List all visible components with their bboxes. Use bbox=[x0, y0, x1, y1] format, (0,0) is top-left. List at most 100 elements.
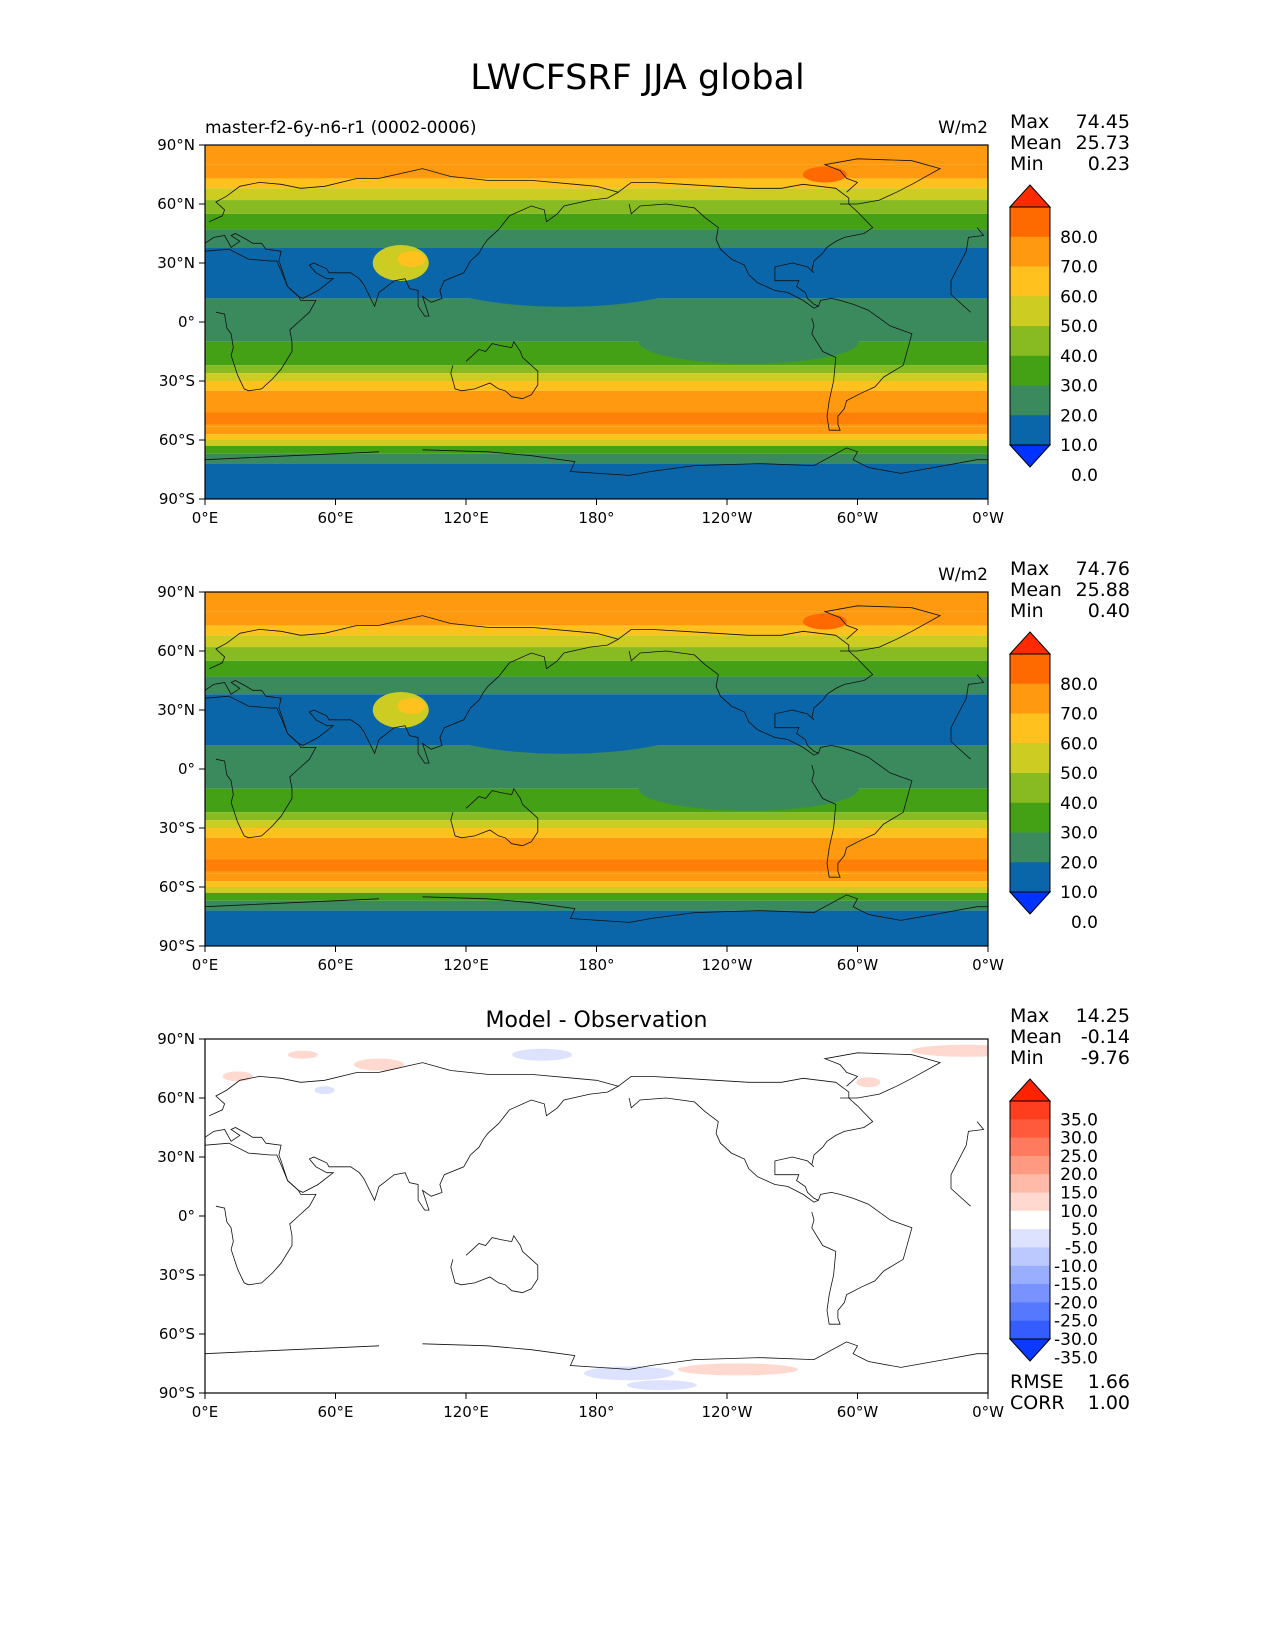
coastline bbox=[450, 1234, 539, 1294]
stat-label: Max bbox=[1010, 111, 1050, 133]
lon-tick-label: 0°E bbox=[192, 956, 219, 974]
colorbar-label: 10.0 bbox=[1060, 436, 1098, 456]
colorbar-label: -25.0 bbox=[1054, 1312, 1098, 1332]
coastline bbox=[823, 1052, 942, 1099]
colorbar-label: 30.0 bbox=[1060, 377, 1098, 397]
colorbar-segment bbox=[1010, 1284, 1050, 1303]
colorbar-label: 30.0 bbox=[1060, 1129, 1098, 1149]
coastline bbox=[205, 248, 317, 392]
stat-min: Min -9.76 bbox=[1010, 1047, 1130, 1069]
coastline bbox=[422, 1341, 988, 1393]
colorbar-segment bbox=[1010, 1229, 1050, 1248]
lon-tick-label: 0°E bbox=[192, 1403, 219, 1421]
coastline bbox=[205, 898, 380, 946]
colorbar-segment bbox=[1010, 654, 1050, 685]
colorbar-segment bbox=[1010, 862, 1050, 893]
stat-label: CORR bbox=[1010, 1392, 1065, 1414]
coastline bbox=[450, 787, 539, 847]
colorbar-label: 40.0 bbox=[1060, 794, 1098, 814]
lat-tick-label: 90°S bbox=[159, 1384, 195, 1402]
lat-tick-label: 90°N bbox=[157, 583, 195, 601]
colorbar-segment bbox=[1010, 1192, 1050, 1212]
lat-tick-label: 30°S bbox=[159, 372, 195, 390]
lon-tick-label: 120°W bbox=[702, 956, 753, 974]
colorbar-segment bbox=[1010, 207, 1050, 238]
stat-value: 1.66 bbox=[1087, 1371, 1130, 1393]
stat-value: 74.45 bbox=[1075, 111, 1130, 133]
stat-mean: Mean 25.73 bbox=[1010, 132, 1130, 154]
footer-stat-corr: CORR 1.00 bbox=[1010, 1392, 1130, 1414]
coastline bbox=[811, 297, 913, 431]
colorbar-label: 50.0 bbox=[1060, 764, 1098, 784]
lat-tick-label: 30°N bbox=[157, 1148, 195, 1166]
coastline bbox=[450, 340, 539, 400]
colorbar-segment bbox=[1010, 1302, 1050, 1322]
colorbar-label: 60.0 bbox=[1060, 287, 1098, 307]
colorbar-label: 70.0 bbox=[1060, 258, 1098, 278]
coastline bbox=[823, 605, 942, 652]
colorbar-extend-min bbox=[1008, 1338, 1052, 1362]
panel-units: W/m2 bbox=[938, 565, 988, 585]
colorbar-segment bbox=[1010, 266, 1050, 297]
coastline bbox=[422, 894, 988, 946]
colorbar-segment bbox=[1010, 1137, 1050, 1157]
colorbar-label: 60.0 bbox=[1060, 734, 1098, 754]
colorbar-label: -20.0 bbox=[1054, 1293, 1098, 1313]
lon-tick-label: 60°E bbox=[317, 956, 353, 974]
colorbar-segment bbox=[1010, 296, 1050, 327]
colorbar-segment bbox=[1010, 1155, 1050, 1175]
lon-tick-label: 0°W bbox=[972, 1403, 1004, 1421]
lon-tick-label: 60°E bbox=[317, 1403, 353, 1421]
stat-mean: Mean 25.88 bbox=[1010, 579, 1130, 601]
lat-tick-label: 30°S bbox=[159, 1266, 195, 1284]
coastline bbox=[811, 744, 913, 878]
panel-center-title: Model - Observation bbox=[486, 1008, 708, 1033]
colorbar-label: 25.0 bbox=[1060, 1147, 1098, 1167]
stat-value: 14.25 bbox=[1075, 1005, 1130, 1027]
stat-mean: Mean -0.14 bbox=[1010, 1026, 1130, 1048]
colorbar-label: 40.0 bbox=[1060, 347, 1098, 367]
coastline bbox=[205, 615, 620, 764]
stat-label: Mean bbox=[1010, 132, 1062, 154]
colorbar-segment bbox=[1010, 1210, 1050, 1230]
colorbar-label: 20.0 bbox=[1060, 1165, 1098, 1185]
coastline bbox=[965, 227, 985, 252]
lon-tick-label: 120°W bbox=[702, 1403, 753, 1421]
lon-tick-label: 120°E bbox=[443, 509, 489, 527]
lon-tick-label: 60°W bbox=[837, 956, 879, 974]
colorbar-frame bbox=[1009, 1100, 1051, 1340]
stat-max: Max 14.25 bbox=[1010, 1005, 1130, 1027]
lat-tick-label: 90°S bbox=[159, 937, 195, 955]
colorbar-label: 80.0 bbox=[1060, 675, 1098, 695]
map-field bbox=[205, 1039, 988, 1393]
lat-tick-label: 90°N bbox=[157, 136, 195, 154]
lat-tick-label: 30°N bbox=[157, 254, 195, 272]
stat-label: Min bbox=[1010, 600, 1044, 622]
stat-min: Min 0.40 bbox=[1010, 600, 1130, 622]
coastline bbox=[205, 1062, 620, 1211]
colorbar-segment bbox=[1010, 1174, 1050, 1194]
lat-tick-label: 0° bbox=[178, 760, 195, 778]
stat-value: 0.40 bbox=[1087, 600, 1130, 622]
stat-value: 0.23 bbox=[1087, 153, 1130, 175]
coastline bbox=[205, 1142, 317, 1286]
lat-tick-label: 60°N bbox=[157, 642, 195, 660]
lon-tick-label: 0°W bbox=[972, 956, 1004, 974]
colorbar-label: -35.0 bbox=[1054, 1348, 1098, 1368]
lat-tick-label: 90°N bbox=[157, 1030, 195, 1048]
panel-left-title: master-f2-6y-n6-r1 (0002-0006) bbox=[205, 118, 477, 138]
colorbar-label: 30.0 bbox=[1060, 824, 1098, 844]
stat-label: Max bbox=[1010, 1005, 1050, 1027]
stat-label: Min bbox=[1010, 1047, 1044, 1069]
lon-tick-label: 60°W bbox=[837, 509, 879, 527]
colorbar-label: 10.0 bbox=[1060, 1202, 1098, 1222]
colorbar-label: -10.0 bbox=[1054, 1257, 1098, 1277]
coastline bbox=[950, 698, 971, 760]
colorbar-segment bbox=[1010, 832, 1050, 863]
coastline bbox=[422, 447, 988, 499]
stat-label: RMSE bbox=[1010, 1371, 1064, 1393]
figure-title: LWCFSRF JJA global bbox=[470, 58, 805, 98]
colorbar-segment bbox=[1010, 236, 1050, 267]
colorbar-label: 20.0 bbox=[1060, 853, 1098, 873]
colorbar-label: -15.0 bbox=[1054, 1275, 1098, 1295]
